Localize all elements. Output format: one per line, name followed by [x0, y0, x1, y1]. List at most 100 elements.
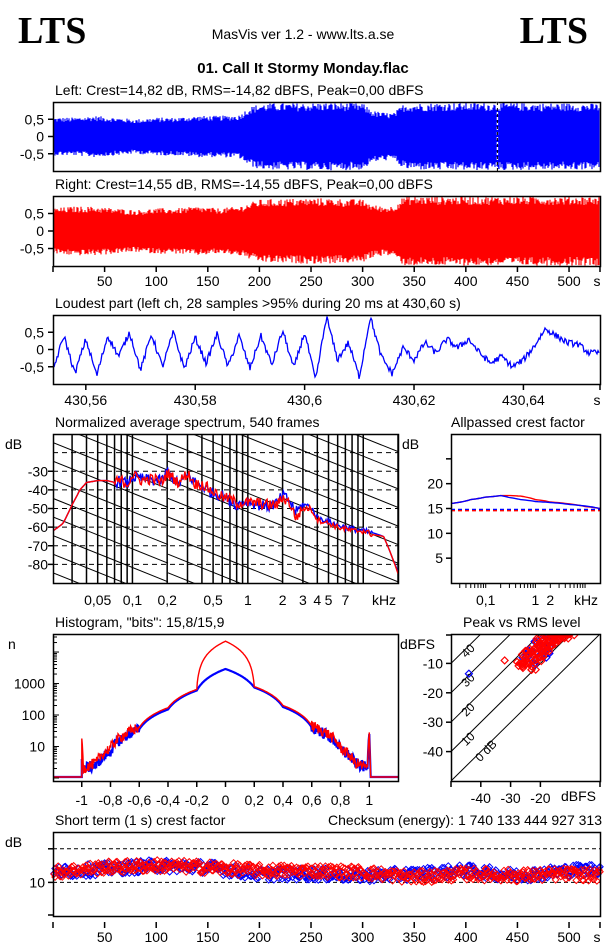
right-xtick-label: 400	[454, 273, 478, 289]
spectrum-slope-line	[168, 591, 283, 637]
spectrum-xtick-label: 0,2	[157, 592, 177, 608]
right-ytick-label: -0,5	[20, 241, 44, 257]
short-term-right-point	[260, 866, 269, 875]
spectrum-frame	[52, 433, 400, 585]
spectrum-ytick-label: -80	[28, 556, 48, 572]
spectrum-slope-line	[53, 535, 169, 583]
histogram-title: Histogram, "bits": 15,8/15,9	[55, 614, 225, 630]
crest-diagonal-label: 30	[458, 670, 478, 690]
spectrum-xtick-label: 7	[341, 592, 349, 608]
loudest-part-trace	[53, 316, 600, 379]
short-term-right-point	[352, 873, 361, 882]
spectrum-xtick-label: 5	[325, 592, 333, 608]
peak-rms-right-point	[550, 634, 560, 642]
spectrum-ytick-label: -50	[28, 501, 48, 517]
short-term-right-point	[131, 866, 140, 875]
short-term-right-point	[53, 866, 62, 875]
spectrum-ytick-label: -60	[28, 519, 48, 535]
histogram-ylabel: n	[8, 636, 16, 652]
spectrum-slope-line	[282, 553, 357, 583]
short-term-right-point	[304, 862, 312, 871]
allpassed-ytick-label: 10	[427, 525, 443, 541]
short-term-right-point	[229, 859, 238, 867]
right-xtick-label: 250	[299, 273, 323, 289]
peak-rms-right-point	[529, 646, 538, 656]
short-term-right-point	[398, 872, 407, 881]
short-term-right-point	[577, 865, 586, 874]
peak-rms-right-point	[522, 646, 532, 656]
file-title: 01. Call It Stormy Monday.flac	[197, 60, 409, 77]
spectrum-slope-line	[167, 572, 195, 583]
checksum-annotation: Checksum (energy): 1 740 133 444 927 313	[328, 812, 602, 828]
peak-rms-xlabel: dBFS	[561, 788, 597, 804]
short-term-right-point	[192, 857, 201, 866]
spectrum-slope-line	[352, 434, 398, 453]
short-term-right-point	[214, 861, 223, 870]
short-term-left-point	[351, 873, 360, 882]
short-term-right-point	[194, 858, 203, 867]
allpassed-ytick-label: 5	[435, 550, 443, 566]
peak-rms-right-point	[514, 661, 523, 671]
peak-rms-right-point	[532, 655, 541, 665]
loudest-part-title: Loudest part (left ch, 28 samples >95% d…	[55, 295, 461, 311]
peak-rms-frame	[450, 633, 602, 783]
histogram-xtick-label: -1	[76, 792, 89, 808]
short-term-right-point	[502, 872, 510, 880]
short-term-xtick-label: 250	[299, 929, 323, 945]
histogram-xtick-label: 0	[222, 792, 230, 808]
short-term-left-point	[84, 860, 92, 868]
short-term-left-point	[91, 871, 100, 880]
spectrum-slope-line	[53, 553, 127, 583]
histogram-xtick-label: 1	[365, 792, 373, 808]
short-term-right-point	[472, 867, 481, 875]
right-waveform-frame	[52, 195, 602, 268]
short-term-right-point	[277, 861, 285, 870]
short-term-right-point	[96, 861, 105, 870]
crest-diagonal-label: 10	[458, 729, 478, 749]
short-term-right-point	[120, 864, 129, 873]
short-term-right-point	[133, 859, 142, 868]
spectrum-slope-line	[282, 460, 398, 508]
crest-diagonal-line	[451, 634, 511, 694]
short-term-right-point	[346, 869, 355, 877]
short-term-right-point	[169, 864, 178, 873]
short-term-xunit: s	[594, 929, 601, 945]
spectrum-slope-line	[168, 350, 283, 396]
short-term-right-point	[507, 876, 516, 885]
short-term-right-point	[421, 877, 430, 886]
peak-rms-right-point	[519, 658, 529, 668]
spectrum-slope-line	[53, 497, 169, 546]
spectrum-slope-line	[237, 434, 284, 453]
short-term-right-point	[527, 874, 536, 883]
short-term-xtick-label: 200	[248, 929, 272, 945]
short-term-right-point	[583, 866, 592, 875]
short-term-right-point	[314, 863, 323, 872]
spectrum-ytick-label: -70	[28, 538, 48, 554]
peak-rms-right-point	[541, 646, 550, 656]
short-term-right-point	[529, 866, 537, 875]
peak-rms-right-point	[543, 640, 553, 650]
allpassed-left-line	[450, 494, 601, 510]
spectrum-slope-line	[282, 572, 310, 583]
short-term-right-point	[445, 867, 454, 876]
spectrum-slope-line	[167, 553, 242, 583]
short-term-right-point	[348, 863, 357, 872]
peak-rms-right-point	[558, 634, 568, 639]
short-term-right-point	[105, 858, 114, 867]
spectrum-slope-line	[282, 442, 398, 490]
crest-diagonal-label: 40	[458, 641, 478, 661]
short-term-xtick-label: 400	[454, 929, 478, 945]
spectrum-slope-line	[167, 497, 284, 546]
short-term-right-point	[184, 864, 193, 873]
histogram-ytick-label: 10	[29, 739, 45, 755]
loudest-ytick-label: -0,5	[20, 359, 44, 375]
peak-rms-right-point	[534, 652, 544, 662]
spectrum-grid	[53, 350, 398, 637]
short-term-right-point	[408, 870, 417, 879]
short-term-right-point	[58, 873, 67, 881]
short-term-right-point	[388, 876, 397, 885]
loudest-ytick-label: 0,5	[25, 324, 45, 340]
peak-rms-right-point	[559, 634, 569, 639]
loudest-xunit: s	[594, 392, 601, 408]
short-term-right-point	[418, 866, 427, 875]
